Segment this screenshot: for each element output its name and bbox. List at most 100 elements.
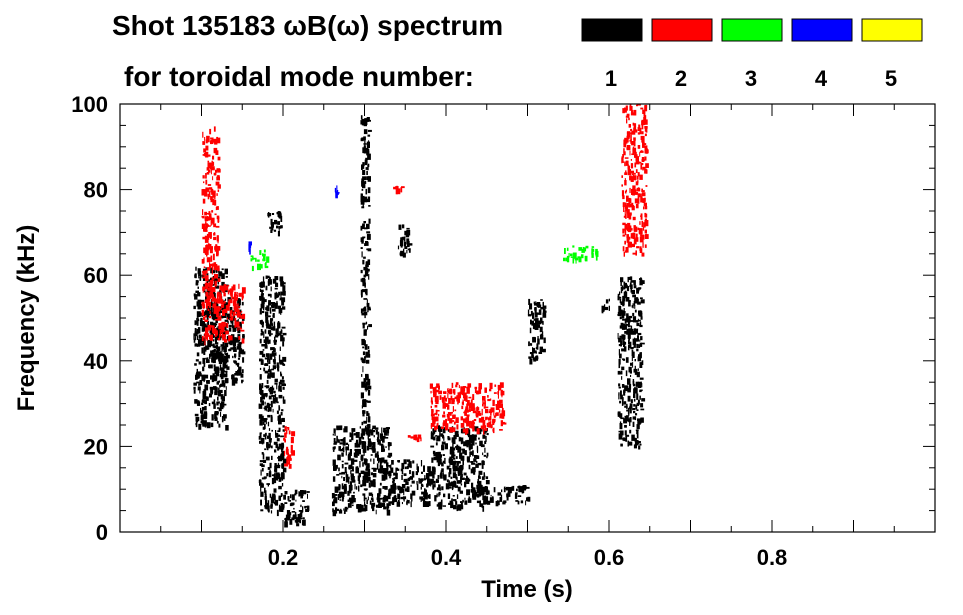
mode-2-mark (290, 444, 293, 452)
mode-2-mark (472, 410, 476, 414)
mode-2-mark (206, 172, 210, 175)
mode-1-mark (442, 472, 444, 476)
mode-2-mark (460, 386, 465, 393)
mode-2-mark (429, 383, 433, 389)
mode-1-mark (463, 472, 467, 476)
mode-1-mark (273, 321, 276, 328)
mode-1-mark (194, 413, 199, 417)
mode-1-mark (367, 248, 372, 252)
mode-2-mark (208, 301, 211, 308)
mode-1-mark (241, 349, 245, 355)
mode-1-mark (630, 374, 632, 377)
mode-1-mark (378, 468, 380, 473)
mode-1-mark (618, 344, 622, 347)
mode-1-mark (468, 439, 471, 446)
mode-1-mark (363, 145, 366, 151)
mode-1-mark (197, 286, 199, 289)
mode-1-mark (197, 292, 201, 297)
mode-1-region-11 (471, 485, 531, 507)
mode-1-mark (633, 444, 637, 449)
mode-1-mark (343, 510, 346, 514)
mode-1-mark (427, 494, 429, 499)
mode-1-mark (270, 414, 273, 417)
mode-2-mark (472, 394, 475, 400)
mode-3-mark (568, 253, 570, 258)
mode-1-mark (282, 463, 285, 469)
mode-2-mark (626, 234, 629, 239)
mode-1-mark (397, 493, 400, 499)
mode-1-mark (532, 312, 535, 319)
mode-1-mark (223, 306, 227, 310)
mode-1-mark (204, 400, 207, 405)
mode-1-mark (364, 180, 367, 184)
mode-1-mark (289, 518, 293, 525)
mode-2-mark (469, 426, 471, 428)
mode-1-mark (384, 486, 388, 490)
mode-1-mark (364, 505, 368, 511)
mode-1-mark (361, 381, 366, 388)
mode-2-mark (445, 403, 449, 406)
mode-1-mark (267, 373, 270, 376)
mode-1-mark (264, 345, 268, 349)
mode-1-mark (423, 478, 427, 481)
mode-1-mark (272, 314, 274, 318)
mode-1-mark (229, 339, 233, 342)
mode-1-mark (466, 477, 470, 484)
mode-2-mark (203, 247, 207, 254)
mode-2-mark (634, 154, 638, 158)
mode-1-mark (364, 282, 366, 288)
mode-1-mark (403, 459, 407, 465)
mode-1-mark (200, 420, 203, 424)
mode-1-mark (221, 347, 223, 352)
mode-1-mark (632, 362, 634, 368)
mode-1-mark (222, 342, 225, 348)
mode-1-mark (216, 351, 219, 355)
mode-1-mark (364, 312, 366, 319)
mode-1-mark (396, 501, 401, 507)
mode-1-mark (213, 367, 218, 371)
mode-1-mark (536, 312, 539, 315)
mode-1-mark (532, 337, 536, 343)
x-axis-label: Time (s) (481, 576, 573, 603)
mode-1-mark (517, 500, 520, 505)
mode-1-mark (406, 499, 408, 506)
mode-1-mark (213, 386, 217, 389)
mode-2-mark (644, 119, 648, 125)
mode-1-mark (267, 375, 271, 379)
mode-2-mark (218, 308, 222, 310)
mode-1-mark (628, 328, 632, 335)
mode-1-mark (637, 288, 640, 292)
mode-1-mark (529, 327, 532, 334)
mode-1-mark (198, 318, 200, 322)
mode-1-mark (216, 402, 219, 406)
mode-3-mark (265, 262, 267, 266)
mode-1-mark (284, 521, 288, 528)
mode-1-mark (624, 405, 628, 408)
mode-1-mark (198, 334, 202, 339)
mode-3-mark (581, 254, 584, 259)
mode-1-mark (403, 236, 406, 242)
mode-1-mark (528, 298, 531, 305)
mode-2-mark (438, 413, 440, 417)
mode-1-mark (633, 280, 636, 286)
mode-1-mark (209, 344, 213, 347)
mode-1-mark (291, 511, 296, 513)
mode-1-mark (478, 474, 480, 477)
mode-1-mark (214, 413, 217, 420)
mode-2-mark (644, 168, 647, 174)
mode-2-mark (221, 326, 225, 333)
mode-2-mark (214, 319, 218, 321)
mode-2-mark (635, 192, 639, 195)
mode-1-mark (427, 478, 431, 485)
mode-2-mark (420, 437, 422, 442)
mode-1-mark (348, 452, 352, 456)
mode-1-mark (627, 440, 629, 447)
mode-2-mark (623, 228, 625, 232)
mode-1-mark (540, 333, 543, 338)
mode-1-mark (198, 423, 202, 430)
mode-1-mark (332, 501, 335, 507)
mode-2-mark (435, 416, 439, 422)
mode-2-mark (234, 323, 237, 328)
mode-1-mark (221, 281, 225, 288)
mode-2-mark (452, 406, 454, 412)
